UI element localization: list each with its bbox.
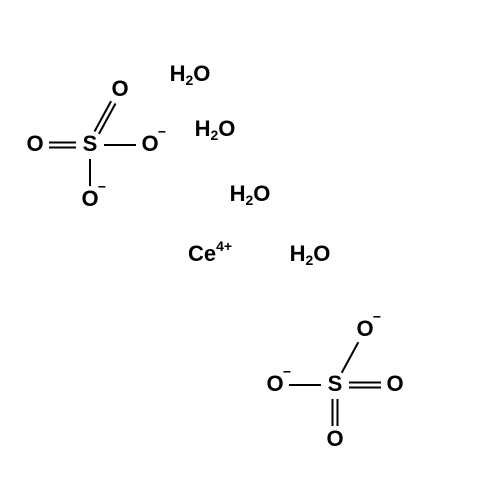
oxygen-2-O_left: O xyxy=(266,371,283,396)
oxygen-2-O_left-charge: − xyxy=(283,364,291,380)
water-2: H2O xyxy=(195,116,236,143)
water-4: H2O xyxy=(290,241,331,268)
oxygen-2-O_right: O xyxy=(386,371,403,396)
water-3: H2O xyxy=(230,181,271,208)
oxygen-2-O_up-charge: − xyxy=(373,309,381,325)
oxygen-1-O_down: O xyxy=(81,186,98,211)
oxygen-1-O_left: O xyxy=(26,131,43,156)
sulfur-1: S xyxy=(83,131,98,156)
oxygen-1-O_right: O xyxy=(141,131,158,156)
oxygen-1-O_right-charge: − xyxy=(158,124,166,140)
chemical-structure-diagram: SOOO−O−SO−O−OOH2OH2OH2OH2OCe4+ xyxy=(0,0,500,500)
oxygen-1-O_down-charge: − xyxy=(98,179,106,195)
oxygen-2-O_down: O xyxy=(326,426,343,451)
oxygen-2-O_up: O xyxy=(356,316,373,341)
cerium-ion: Ce4+ xyxy=(188,238,232,266)
oxygen-1-O_up: O xyxy=(111,76,128,101)
sulfur-2: S xyxy=(328,371,343,396)
water-1: H2O xyxy=(170,61,211,88)
